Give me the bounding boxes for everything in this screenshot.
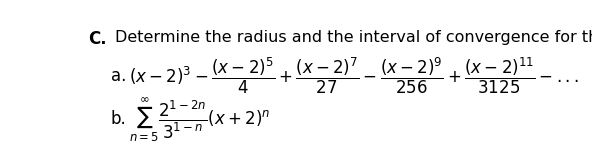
Text: Determine the radius and the interval of convergence for the given power series:: Determine the radius and the interval of… xyxy=(115,30,592,45)
Text: C.: C. xyxy=(88,30,107,48)
Text: $(x - 2)^3 - \dfrac{(x-2)^5}{4} + \dfrac{(x-2)^7}{27} - \dfrac{(x-2)^9}{256} + \: $(x - 2)^3 - \dfrac{(x-2)^5}{4} + \dfrac… xyxy=(129,56,579,96)
Text: $\sum_{n=5}^{\infty} \dfrac{2^{1-2n}}{3^{1-n}}(x + 2)^n$: $\sum_{n=5}^{\infty} \dfrac{2^{1-2n}}{3^… xyxy=(129,95,271,144)
Text: b.: b. xyxy=(111,110,127,128)
Text: a.: a. xyxy=(111,67,126,85)
